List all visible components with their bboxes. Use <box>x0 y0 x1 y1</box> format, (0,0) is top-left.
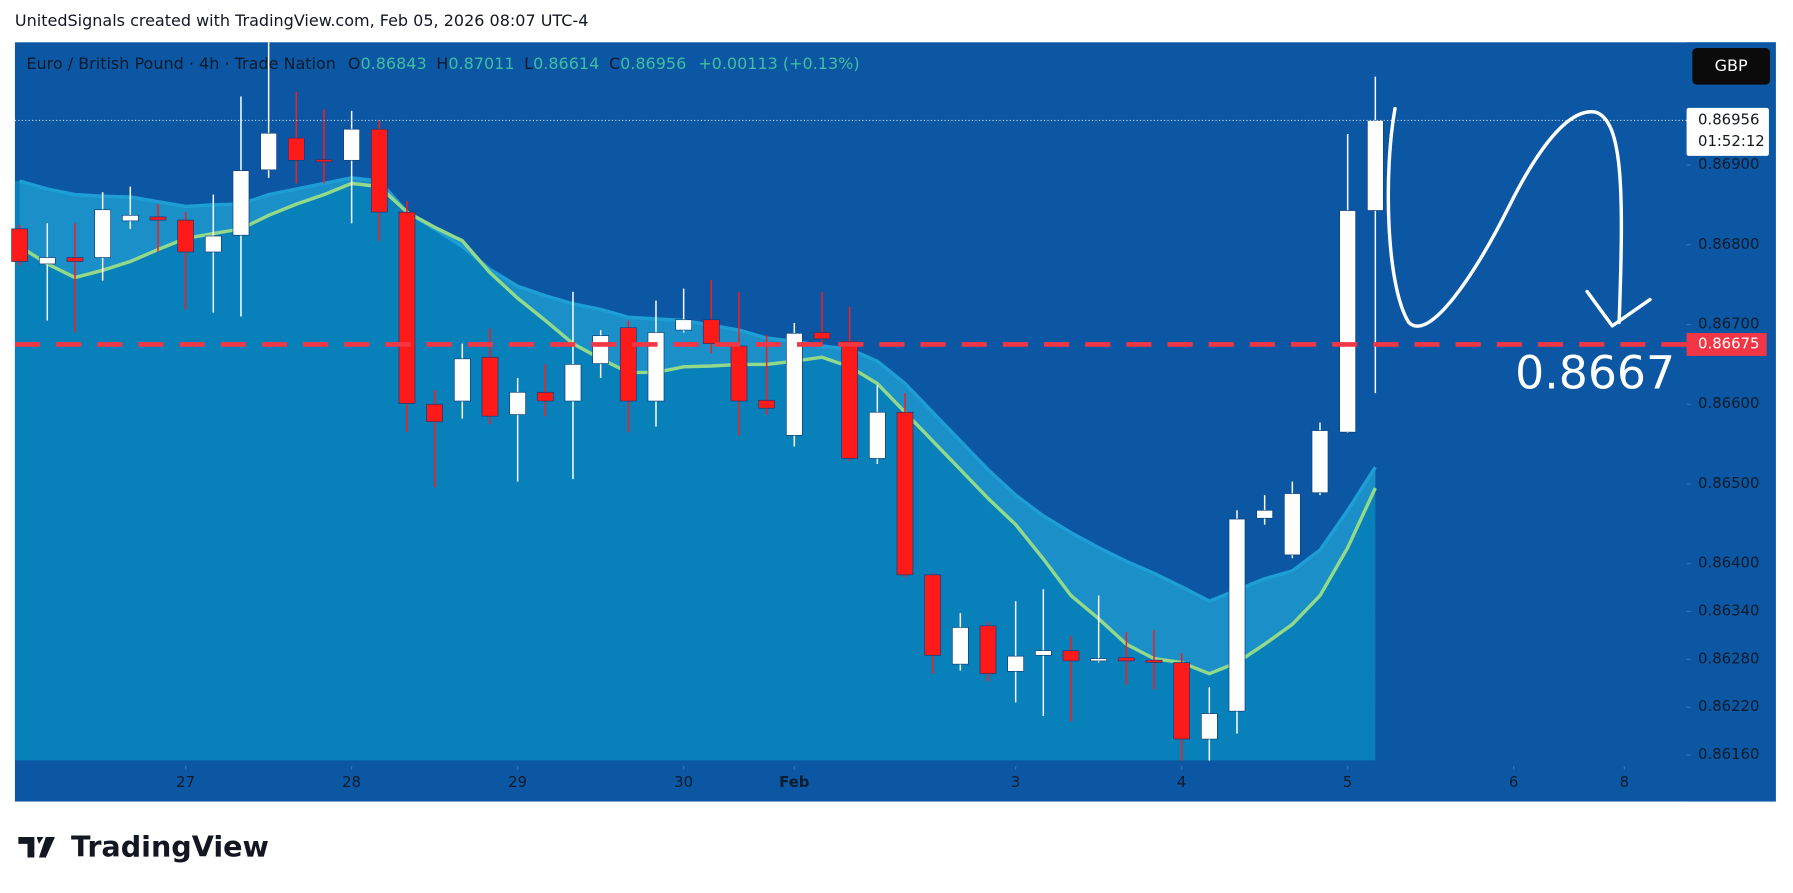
candle-body <box>1173 662 1191 740</box>
x-tick-label: 28 <box>342 773 361 791</box>
y-tick-label: 0.86400 <box>1698 554 1759 572</box>
last-price-box <box>1686 107 1769 156</box>
last-price-label: 0.86956 <box>1698 110 1759 128</box>
drawn-arrow <box>1386 106 1624 328</box>
candle-body <box>1117 657 1135 662</box>
candle-body <box>813 332 831 340</box>
x-tick-label: 3 <box>1011 773 1020 791</box>
candle-body <box>94 209 111 258</box>
y-tick-label: 0.86280 <box>1698 649 1759 667</box>
candle-body <box>758 399 776 409</box>
candle-body <box>730 345 748 402</box>
level-label-box <box>1686 333 1767 356</box>
candle-body <box>315 159 333 163</box>
candle-body <box>177 219 194 253</box>
candle-body <box>564 364 582 402</box>
header-text: UnitedSignals created with TradingView.c… <box>15 11 588 30</box>
candle-body <box>260 132 277 171</box>
y-tick-label: 0.86800 <box>1698 235 1759 253</box>
candle-body <box>1034 650 1052 656</box>
x-tick-label: 8 <box>1620 773 1629 791</box>
candle-body <box>924 574 942 656</box>
x-tick-label: 5 <box>1343 773 1352 791</box>
candle-body <box>1228 518 1246 712</box>
x-tick-label: 30 <box>674 773 693 791</box>
legend-symbol: Euro / British Pound · 4h · Trade Nation <box>26 54 336 73</box>
legend-value: 0.86956 <box>620 54 686 73</box>
indicator-area <box>14 177 1376 761</box>
candle-body <box>232 170 250 236</box>
footer-logo: TradingView <box>18 829 269 863</box>
legend-value: 0.86843 <box>360 54 426 73</box>
logo-text: TradingView <box>71 829 269 863</box>
candle-body <box>1311 430 1329 494</box>
candle-body <box>785 332 803 436</box>
candle-body <box>1090 658 1108 662</box>
y-tick-label: 0.86160 <box>1698 745 1759 763</box>
candle-body <box>121 214 139 222</box>
candle-body <box>1366 120 1384 211</box>
arrow-head <box>1585 289 1652 328</box>
legend-label: C <box>609 54 620 73</box>
legend-label: O <box>348 54 361 73</box>
candle-body <box>951 627 969 665</box>
candle-body <box>675 319 693 331</box>
annotation: 0.8667 <box>1515 347 1675 400</box>
y-tick-label: 0.86700 <box>1698 315 1759 333</box>
candle-body <box>481 356 499 417</box>
candle-body <box>1283 493 1301 556</box>
legend-value: 0.87011 <box>448 54 514 73</box>
logo-mark <box>18 836 55 858</box>
candle-body <box>1256 509 1274 519</box>
legend-label: H <box>436 54 448 73</box>
countdown-label: 01:52:12 <box>1698 132 1765 150</box>
candle-body <box>343 128 360 161</box>
candle-body <box>647 332 665 402</box>
candle-body <box>370 128 388 213</box>
candle-body <box>1145 659 1163 663</box>
candle-body <box>66 257 84 262</box>
candle-body <box>1200 713 1218 740</box>
currency-label[interactable]: GBP <box>1715 56 1748 75</box>
currency-button[interactable] <box>1692 48 1771 85</box>
candle-body <box>204 235 222 253</box>
price-axis <box>1686 42 1776 802</box>
candle-body <box>287 137 305 161</box>
candle-body <box>702 319 720 345</box>
x-tick-label: 6 <box>1509 773 1518 791</box>
legend: Euro / British Pound · 4h · Trade Nation… <box>26 54 859 73</box>
candle-body <box>398 211 416 404</box>
level-label: 0.86675 <box>1698 334 1759 352</box>
candle-body <box>841 340 859 459</box>
candle-body <box>1062 650 1080 662</box>
candle-body <box>1339 210 1357 433</box>
x-tick-label: 29 <box>508 773 527 791</box>
candle-body <box>11 228 28 262</box>
legend-value: 0.86614 <box>533 54 599 73</box>
candle-body <box>453 358 471 402</box>
x-tick-label: Feb <box>779 773 809 791</box>
candle-body <box>619 327 637 402</box>
y-tick-label: 0.86900 <box>1698 155 1759 173</box>
candle-body <box>896 411 914 576</box>
y-tick-label: 0.86220 <box>1698 697 1759 715</box>
candle-body <box>509 391 526 415</box>
x-tick-label: 4 <box>1177 773 1186 791</box>
candle-body <box>592 335 609 364</box>
legend-label: L <box>524 54 533 73</box>
y-tick-label: 0.86500 <box>1698 474 1759 492</box>
candle-body <box>38 257 56 265</box>
candle-body <box>426 403 443 423</box>
candle-body <box>1007 655 1025 672</box>
candle-body <box>536 391 554 402</box>
y-tick-label: 0.86340 <box>1698 602 1759 620</box>
candle-body <box>979 625 997 675</box>
x-tick-label: 27 <box>176 773 195 791</box>
legend-change: +0.00113 (+0.13%) <box>698 54 859 73</box>
y-tick-label: 0.86600 <box>1698 394 1759 412</box>
candle-body <box>149 216 167 221</box>
candle-body <box>868 411 886 459</box>
